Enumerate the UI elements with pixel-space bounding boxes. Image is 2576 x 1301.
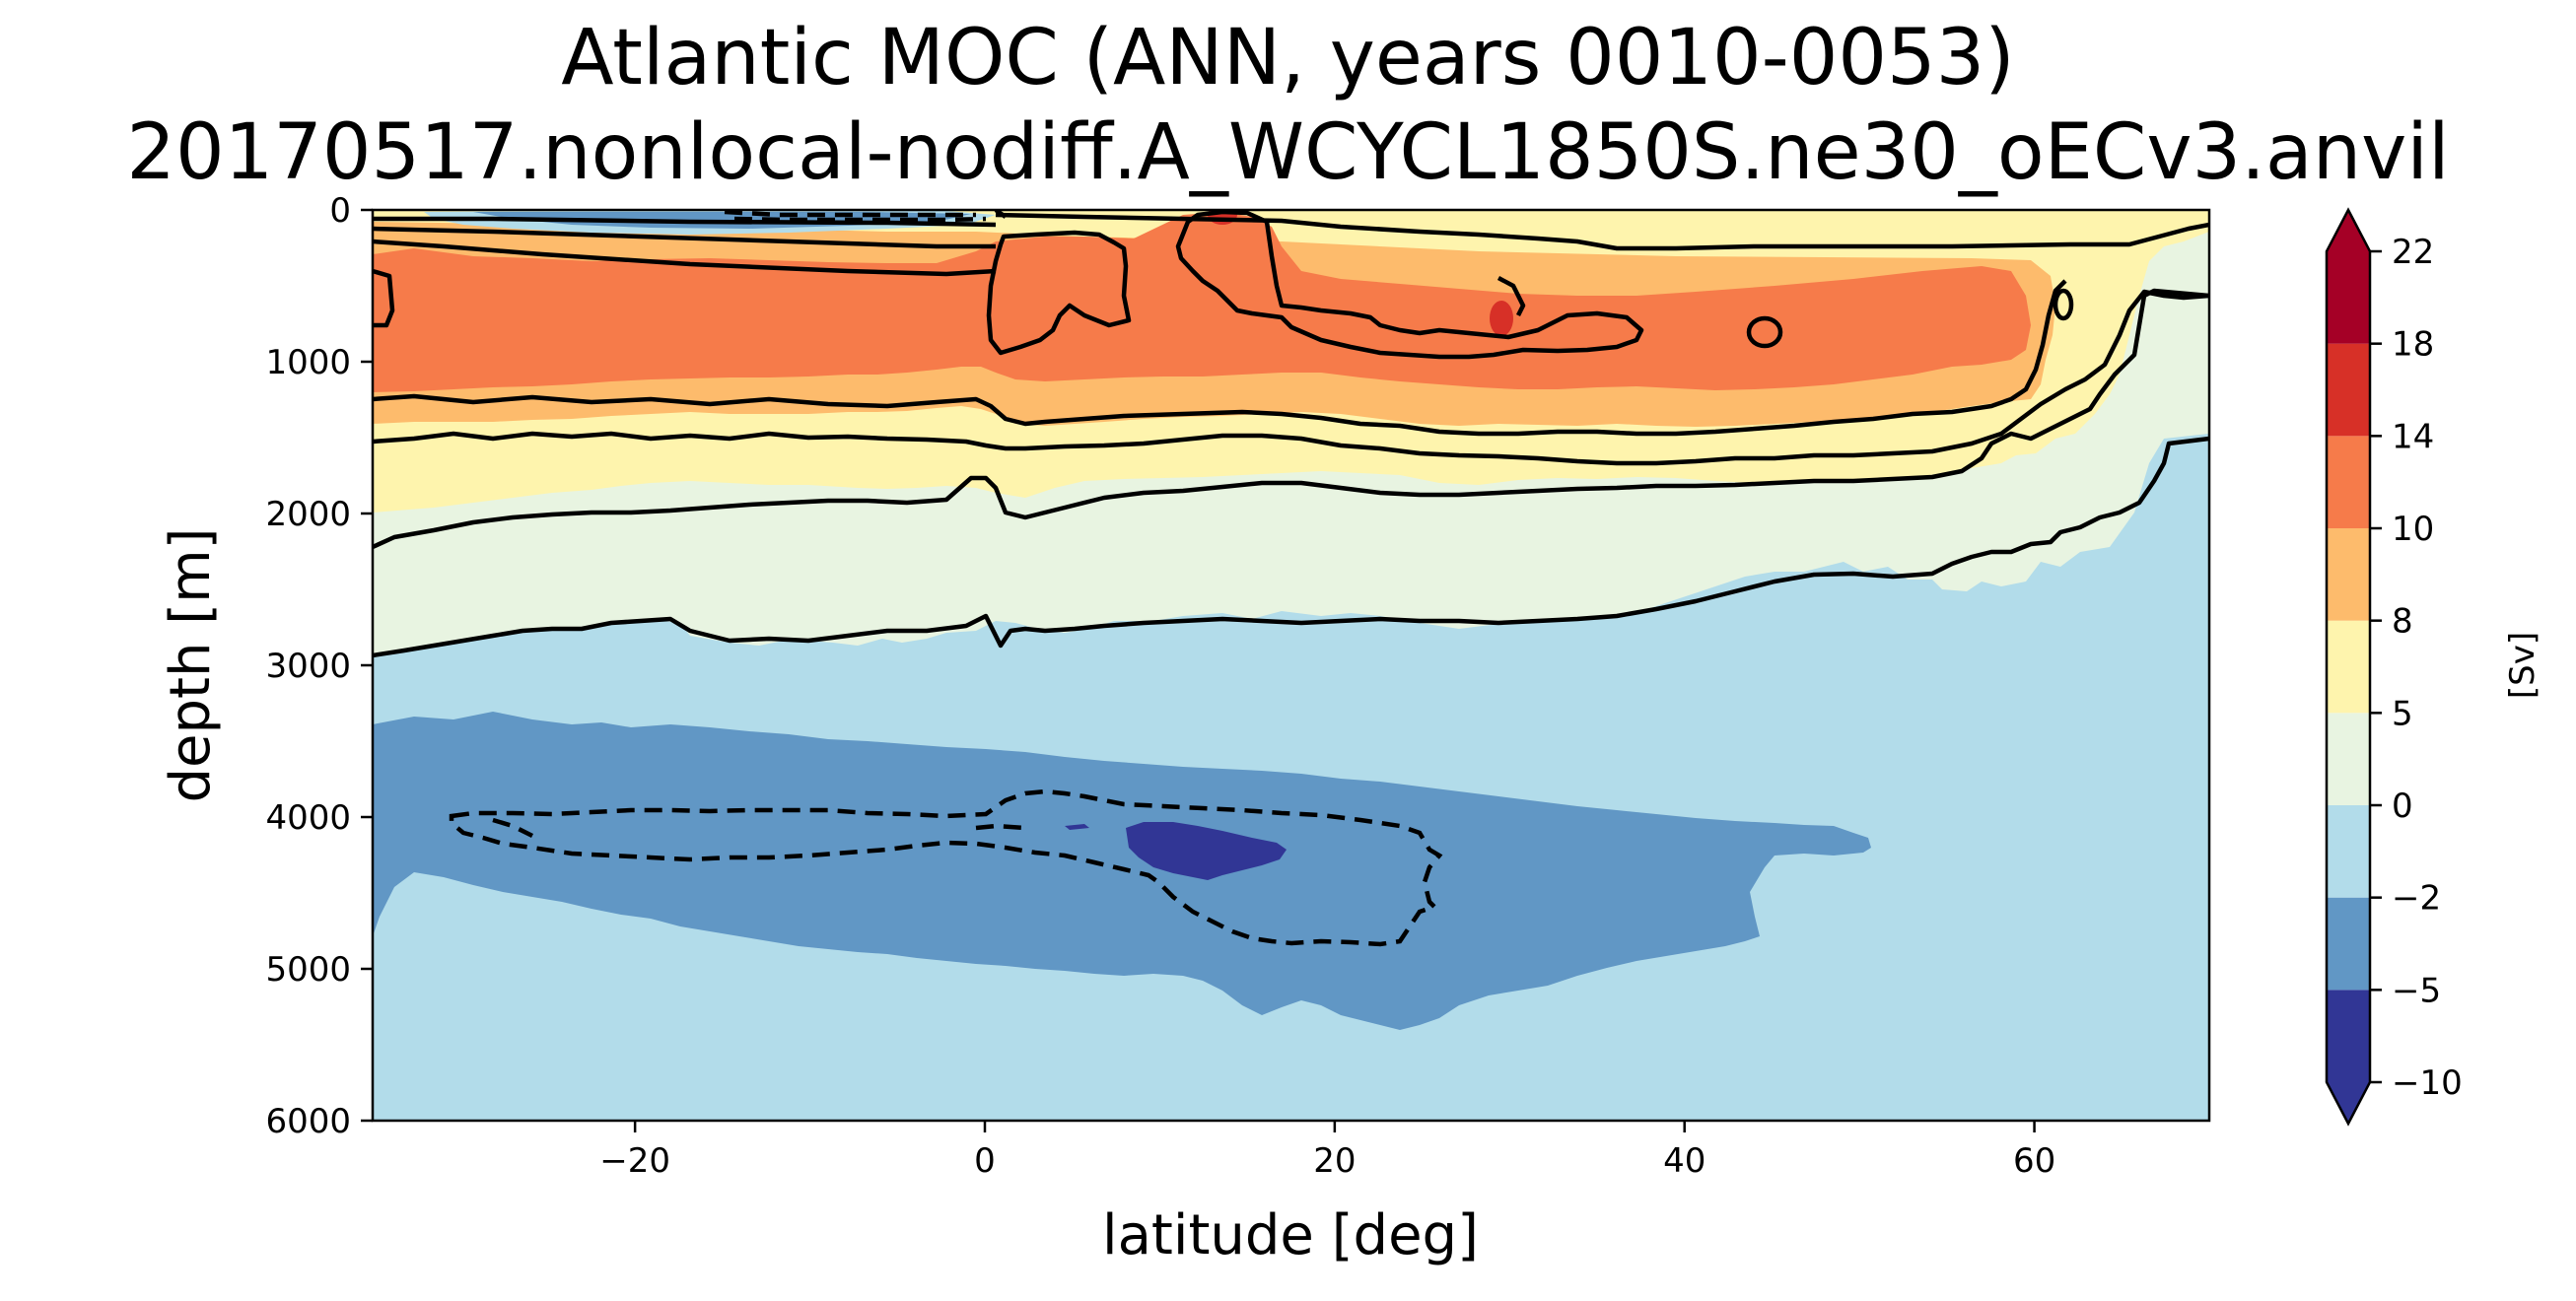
field-14-18-patch — [1490, 301, 1513, 336]
colorbar-tick-label: 22 — [2392, 233, 2434, 272]
colorbar-tick-label: −5 — [2392, 971, 2441, 1010]
chart-title-line1: Atlantic MOC (ANN, years 0010-0053) — [561, 14, 2015, 103]
colorbar-tick-label: 18 — [2392, 325, 2434, 365]
colorbar-swatch — [2327, 343, 2370, 437]
field-neg5-10 — [1126, 822, 1287, 880]
colorbar-swatch — [2327, 528, 2370, 621]
chart-title-line2: 20170517.nonlocal-nodiff.A_WCYCL1850S.ne… — [126, 108, 2450, 197]
positive-contours — [373, 210, 2209, 658]
y-tick-label: 0 — [329, 191, 351, 231]
y-axis-label: depth [m] — [159, 527, 223, 802]
colorbar-swatch — [2327, 436, 2370, 528]
colorbar-swatch — [2327, 897, 2370, 991]
y-tick-label: 3000 — [265, 647, 351, 686]
y-tick-label: 2000 — [265, 495, 351, 534]
x-axis-label: latitude [deg] — [1102, 1203, 1479, 1267]
x-axis: −20 0 20 40 60 — [599, 1121, 2055, 1181]
y-tick-label: 5000 — [265, 950, 351, 990]
colorbar-swatch — [2327, 251, 2370, 344]
colorbar-swatch — [2327, 990, 2370, 1082]
colorbar-swatch — [2327, 620, 2370, 714]
y-tick-label: 4000 — [265, 798, 351, 838]
x-tick-label: 60 — [2013, 1141, 2055, 1181]
colorbar-tick-label: 5 — [2392, 694, 2413, 733]
colorbar-tick-label: 14 — [2392, 417, 2434, 456]
colorbar-tick-label: 8 — [2392, 602, 2413, 642]
colorbar: −10 −5 −2 0 5 8 10 14 18 22 — [2325, 207, 2463, 1127]
colorbar-tick-label: −10 — [2392, 1063, 2463, 1103]
colorbar-swatch — [2327, 805, 2370, 898]
x-tick-label: 20 — [1313, 1141, 1356, 1181]
colorbar-tick-label: 10 — [2392, 510, 2434, 549]
y-tick-label: 1000 — [265, 343, 351, 382]
colorbar-swatch — [2327, 713, 2370, 805]
y-tick-label: 6000 — [265, 1102, 351, 1141]
colorbar-extend-max — [2327, 210, 2370, 251]
x-tick-label: −20 — [599, 1141, 670, 1181]
field-neg5-10-small — [1065, 824, 1089, 830]
plot-area — [373, 210, 2209, 1121]
colorbar-label: [Sv] — [2503, 632, 2542, 699]
colorbar-extend-min — [2327, 1082, 2370, 1124]
negative-contours — [449, 210, 1443, 947]
colorbar-tick-label: −2 — [2392, 879, 2441, 919]
colorbar-tick-label: 0 — [2392, 787, 2413, 826]
x-tick-label: 0 — [974, 1141, 996, 1181]
y-axis: 0 1000 2000 3000 4000 5000 6000 — [265, 191, 373, 1141]
x-tick-label: 40 — [1663, 1141, 1706, 1181]
